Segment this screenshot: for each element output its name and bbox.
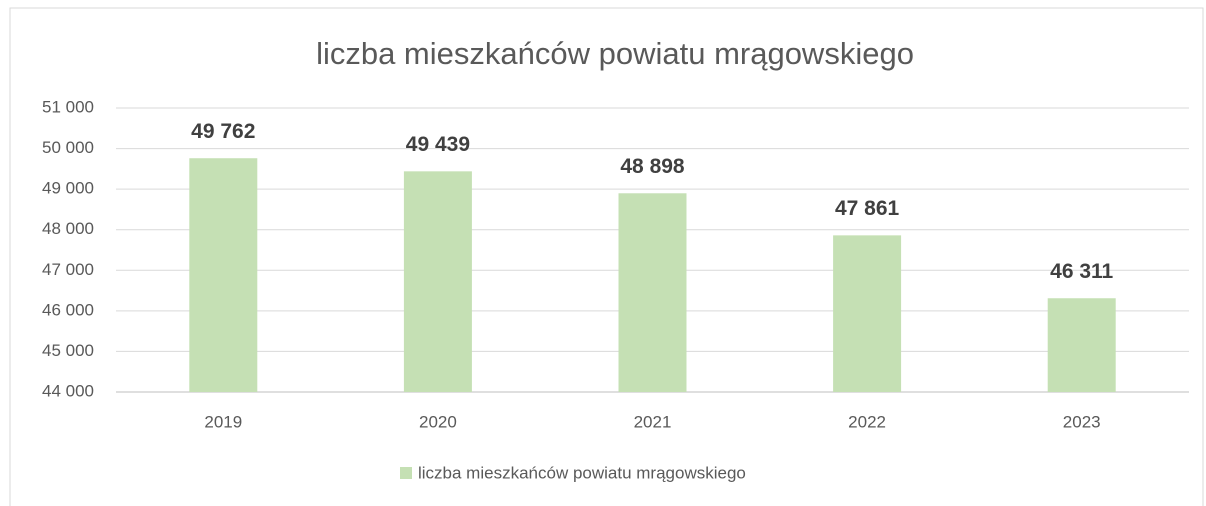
legend-label: liczba mieszkańców powiatu mrągowskiego <box>418 463 746 482</box>
value-label: 49 762 <box>191 120 255 143</box>
legend-swatch <box>400 467 412 479</box>
x-tick-label: 2020 <box>419 412 457 431</box>
bar <box>403 171 472 392</box>
bar <box>1047 298 1116 392</box>
y-tick-label: 44 000 <box>42 381 94 400</box>
bar <box>833 235 902 392</box>
y-tick-label: 46 000 <box>42 300 94 319</box>
y-tick-label: 49 000 <box>42 179 94 198</box>
bar <box>618 193 687 392</box>
y-tick-label: 51 000 <box>42 97 94 116</box>
y-tick-label: 50 000 <box>42 138 94 157</box>
x-tick-label: 2022 <box>848 412 886 431</box>
x-tick-label: 2019 <box>204 412 242 431</box>
value-label: 48 898 <box>620 155 685 178</box>
x-tick-label: 2021 <box>634 412 672 431</box>
chart-frame <box>9 7 1204 506</box>
bar <box>189 158 258 392</box>
x-tick-label: 2023 <box>1063 412 1101 431</box>
value-label: 49 439 <box>406 133 470 156</box>
value-label: 47 861 <box>835 197 900 220</box>
y-tick-label: 48 000 <box>42 219 94 238</box>
value-label: 46 311 <box>1050 260 1113 283</box>
y-tick-label: 45 000 <box>42 341 94 360</box>
y-tick-label: 47 000 <box>42 260 94 279</box>
chart-title: liczba mieszkańców powiatu mrągowskiego <box>316 36 914 71</box>
